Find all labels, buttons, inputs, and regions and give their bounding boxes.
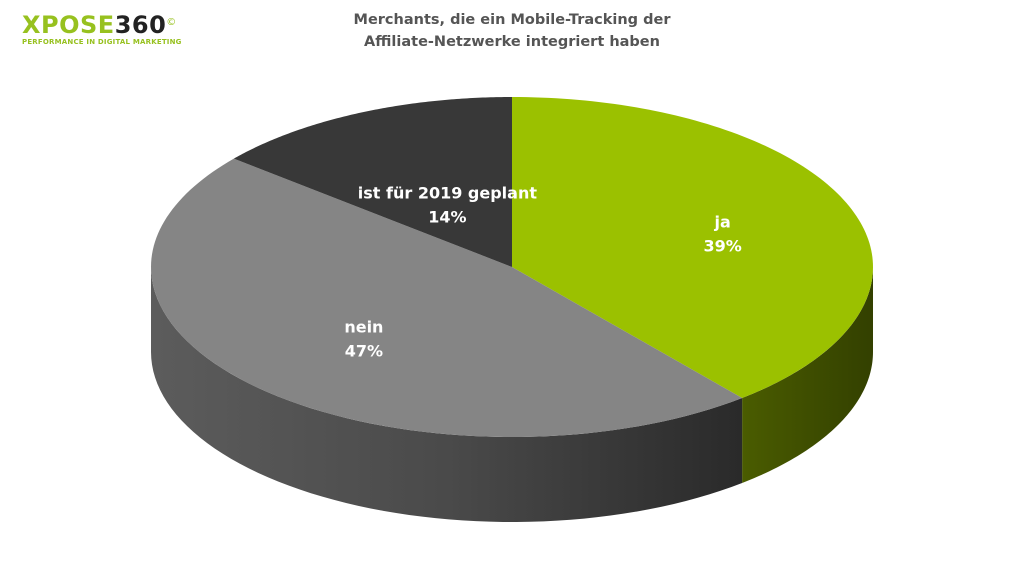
slice-label-ist-für-2019-geplant: ist für 2019 geplant	[358, 183, 538, 202]
logo-mark: ©	[166, 17, 177, 28]
pie-slice-nein	[151, 158, 743, 437]
pie-slice-ist-für-2019-geplant	[233, 97, 512, 267]
slice-label-nein: nein	[344, 318, 383, 337]
chart-title-line-2: Affiliate-Netzwerke integriert haben	[364, 34, 660, 50]
pie-sides	[151, 267, 873, 522]
pie-side-ja	[742, 267, 873, 483]
pie-slice-ja	[512, 97, 873, 398]
slice-value-ist-für-2019-geplant: 14%	[428, 207, 466, 226]
brand-logo: XPOSE360© PERFORMANCE IN DIGITAL MARKETI…	[22, 12, 182, 46]
pie-labels: ja 39% nein 47% ist für 2019 geplant 14%	[344, 183, 741, 360]
slice-value-ja: 39%	[703, 236, 741, 255]
pie-tops	[151, 97, 873, 437]
chart-title-line-1: Merchants, die ein Mobile-Tracking der	[353, 12, 671, 28]
logo-prefix: XPOSE	[22, 11, 115, 39]
chart-title: Merchants, die ein Mobile-Tracking der A…	[0, 9, 1024, 53]
logo-wordmark: XPOSE360©	[22, 12, 182, 38]
logo-tagline: PERFORMANCE IN DIGITAL MARKETING	[22, 38, 182, 46]
pie-side-nein	[151, 267, 743, 522]
slice-value-nein: 47%	[345, 342, 383, 361]
slice-label-ja: ja	[713, 212, 730, 231]
logo-suffix: 360	[114, 11, 167, 39]
